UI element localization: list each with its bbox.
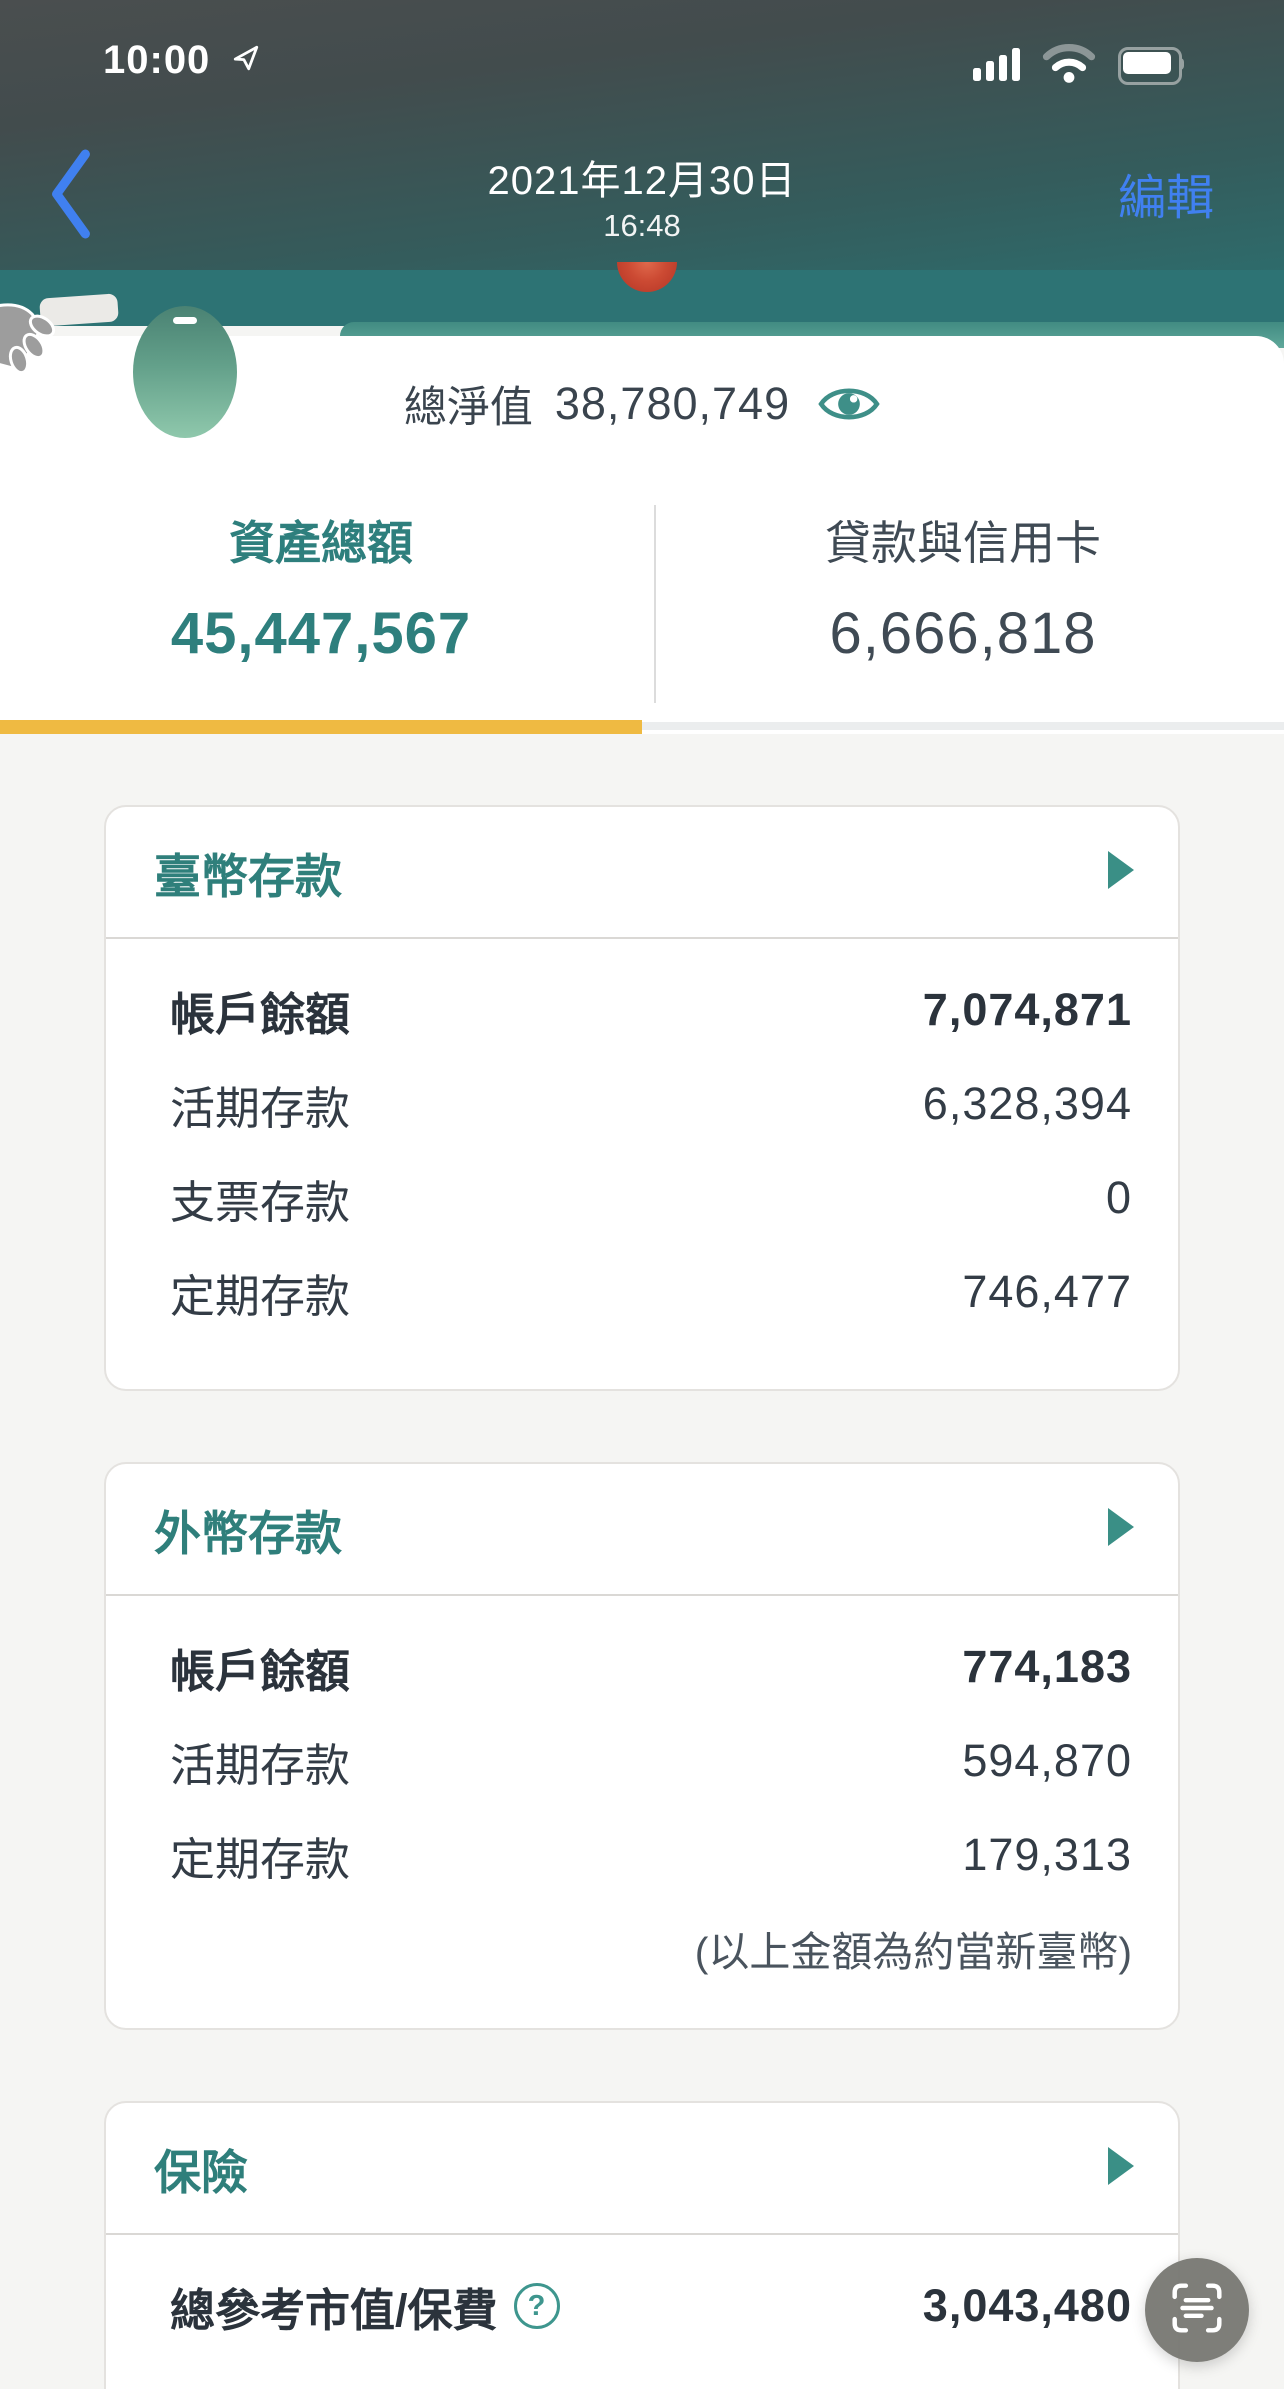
tab-underline-track: [0, 720, 1284, 734]
table-row: 總參考市值/保費 ? 3,043,480: [170, 2259, 1132, 2353]
chevron-right-icon: [1108, 1507, 1134, 1551]
location-arrow-icon: [232, 44, 260, 77]
row-value: 6,328,394: [922, 1078, 1132, 1129]
table-row: 帳戶餘額 774,183: [170, 1620, 1132, 1714]
row-label: 定期存款: [170, 1270, 351, 1322]
scan-text-icon: [1168, 2279, 1226, 2342]
status-icons: [973, 42, 1184, 86]
row-label: 活期存款: [170, 1739, 351, 1791]
table-row: 支票存款 0: [170, 1151, 1132, 1245]
row-label: 帳戶餘額: [170, 988, 351, 1040]
tab-total-assets[interactable]: 資產總額 45,447,567: [0, 495, 642, 720]
accounts-content: 臺幣存款 帳戶餘額 7,074,871 活期存款 6,328,394 支票存款 …: [0, 734, 1284, 2389]
table-row: 活期存款 594,870: [170, 1714, 1132, 1808]
inactive-tab-underline: [642, 722, 1284, 730]
tab-loans-credit-label: 貸款與信用卡: [825, 517, 1101, 569]
row-label: 總參考市值/保費: [170, 2284, 498, 2336]
card-fx-header[interactable]: 外幣存款: [106, 1464, 1178, 1596]
page-subtitle-time: 16:48: [603, 208, 681, 243]
page-title-date: 2021年12月30日: [487, 159, 797, 203]
edit-button[interactable]: 編輯: [1117, 172, 1214, 225]
row-label: 定期存款: [170, 1833, 351, 1885]
back-button[interactable]: [48, 148, 98, 242]
card-insurance-header[interactable]: 保險: [106, 2103, 1178, 2235]
fx-equivalent-note: (以上金額為約當新臺幣): [694, 1929, 1132, 1975]
row-label: 活期存款: [170, 1082, 351, 1134]
active-tab-underline: [0, 720, 642, 734]
card-fx-deposits: 外幣存款 帳戶餘額 774,183 活期存款 594,870 定期存款 179,…: [104, 1462, 1180, 2030]
row-value: 0: [1105, 1172, 1132, 1223]
card-fx-body: 帳戶餘額 774,183 活期存款 594,870 定期存款 179,313 (…: [106, 1596, 1178, 2028]
live-text-scan-button[interactable]: [1145, 2258, 1249, 2362]
card-insurance-body: 總參考市值/保費 ? 3,043,480: [106, 2235, 1178, 2389]
net-worth-label: 總淨值: [403, 384, 533, 432]
navigation-header: 10:00: [0, 0, 1284, 270]
battery-icon: [1118, 47, 1184, 85]
table-row: 定期存款 746,477: [170, 1245, 1132, 1339]
net-worth-row: 總淨值 38,780,749: [0, 374, 1284, 434]
card-twd-body: 帳戶餘額 7,074,871 活期存款 6,328,394 支票存款 0 定期存…: [106, 939, 1178, 1389]
wifi-icon: [1042, 43, 1096, 88]
mascot-head: [133, 306, 237, 438]
card-fx-title: 外幣存款: [154, 1506, 342, 1560]
card-twd-title: 臺幣存款: [154, 849, 342, 903]
row-label: 帳戶餘額: [170, 1645, 351, 1697]
summary-tabs: 資產總額 45,447,567 貸款與信用卡 6,666,818: [0, 495, 1284, 720]
tab-loans-credit-value: 6,666,818: [829, 601, 1097, 666]
tab-divider: [654, 505, 656, 703]
tab-loans-credit[interactable]: 貸款與信用卡 6,666,818: [642, 495, 1284, 720]
row-value: 7,074,871: [922, 984, 1132, 1035]
status-time: 10:00: [103, 38, 211, 82]
chevron-right-icon: [1108, 850, 1134, 894]
row-value: 179,313: [962, 1829, 1132, 1880]
row-value: 774,183: [962, 1641, 1132, 1692]
chevron-right-icon: [1108, 2146, 1134, 2190]
tab-total-assets-label: 資產總額: [229, 517, 413, 569]
tab-total-assets-value: 45,447,567: [170, 601, 472, 666]
mascot-head-highlight: [173, 317, 197, 324]
card-twd-header[interactable]: 臺幣存款: [106, 807, 1178, 939]
visibility-eye-icon[interactable]: [818, 382, 880, 426]
table-row: 定期存款 179,313: [170, 1808, 1132, 1902]
net-worth-value: 38,780,749: [554, 378, 791, 429]
table-row: 活期存款 6,328,394: [170, 1057, 1132, 1151]
card-insurance: 保險 總參考市值/保費 ? 3,043,480: [104, 2101, 1180, 2389]
card-twd-deposits: 臺幣存款 帳戶餘額 7,074,871 活期存款 6,328,394 支票存款 …: [104, 805, 1180, 1391]
table-row: 帳戶餘額 7,074,871: [170, 963, 1132, 1057]
help-icon[interactable]: ?: [513, 2283, 560, 2329]
nav-row: 2021年12月30日 16:48 編輯: [0, 140, 1284, 260]
status-bar: 10:00: [0, 34, 1284, 94]
card-insurance-title: 保險: [154, 2145, 248, 2199]
row-label: 支票存款: [170, 1176, 351, 1228]
row-value: 746,477: [962, 1266, 1132, 1317]
cellular-signal-icon: [973, 47, 1020, 81]
row-value: 3,043,480: [922, 2280, 1132, 2331]
row-value: 594,870: [962, 1735, 1132, 1786]
mascot-paw-icon: [0, 298, 66, 377]
